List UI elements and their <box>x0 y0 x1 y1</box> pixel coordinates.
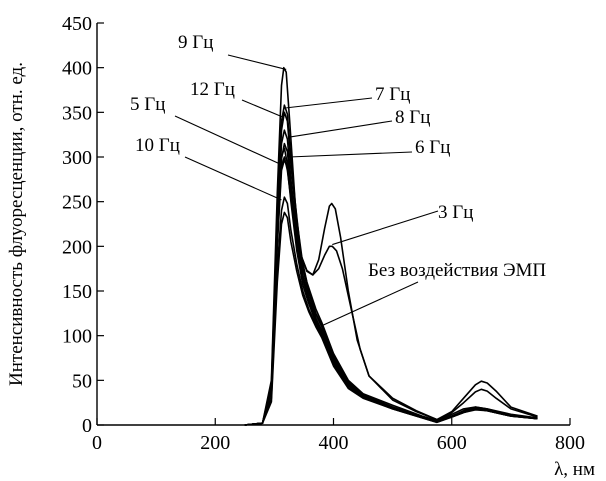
series-line-7 <box>244 211 538 426</box>
leader-line-5 <box>174 115 281 165</box>
y-tick-label: 400 <box>62 58 92 80</box>
series-line-5 <box>244 158 538 426</box>
leader-line-0 <box>227 54 287 70</box>
y-tick-label: 150 <box>62 281 92 303</box>
leader-line-4 <box>289 151 413 158</box>
y-tick-label: 200 <box>62 236 92 258</box>
series-line-9 <box>244 156 538 426</box>
y-tick-label: 0 <box>82 415 92 437</box>
y-tick-label: 300 <box>62 147 92 169</box>
y-tick-label: 250 <box>62 192 92 214</box>
x-tick-label: 0 <box>92 432 102 454</box>
series-label-3: 8 Гц <box>395 107 430 128</box>
series-label-9: Без воздействия ЭМП <box>368 260 546 281</box>
series-layer <box>244 66 538 426</box>
x-tick-label: 400 <box>319 432 349 454</box>
x-axis-label: λ, нм <box>554 459 595 480</box>
x-tick-label: 600 <box>437 432 467 454</box>
y-tick-label: 450 <box>62 13 92 35</box>
series-line-8 <box>244 147 538 426</box>
leader-line-1 <box>286 97 373 109</box>
x-tick-label: 200 <box>200 432 230 454</box>
series-label-5: 5 Гц <box>130 94 165 115</box>
x-tick-label: 800 <box>555 432 585 454</box>
series-label-0: 9 Гц <box>178 32 213 53</box>
ticks: 0 200 400 600 800 0 50 100 150 200 250 300 350 400 450 <box>62 13 585 454</box>
series-labels: 9 Гц 7 Гц 12 Гц 8 Гц 6 Гц 5 Гц 10 Гц 3 Гц Без во… <box>130 32 546 281</box>
y-tick-label: 100 <box>62 326 92 348</box>
leader-line-6 <box>184 156 282 201</box>
y-tick-label: 50 <box>72 370 92 392</box>
y-tick-label: 350 <box>62 102 92 124</box>
series-label-4: 6 Гц <box>415 137 450 158</box>
series-label-8: 3 Гц <box>438 202 473 223</box>
series-label-2: 12 Гц <box>190 79 235 100</box>
series-label-6: 10 Гц <box>135 135 180 156</box>
leader-line-2 <box>241 99 283 118</box>
leader-line-9 <box>323 281 419 326</box>
leader-line-3 <box>287 120 393 138</box>
series-label-1: 7 Гц <box>375 84 410 105</box>
y-axis-label: Интенсивность флуоресценции, отн. ед. <box>6 62 27 386</box>
leader-line-8 <box>332 210 439 246</box>
leader-lines <box>174 54 439 326</box>
series-line-0 <box>244 66 538 426</box>
